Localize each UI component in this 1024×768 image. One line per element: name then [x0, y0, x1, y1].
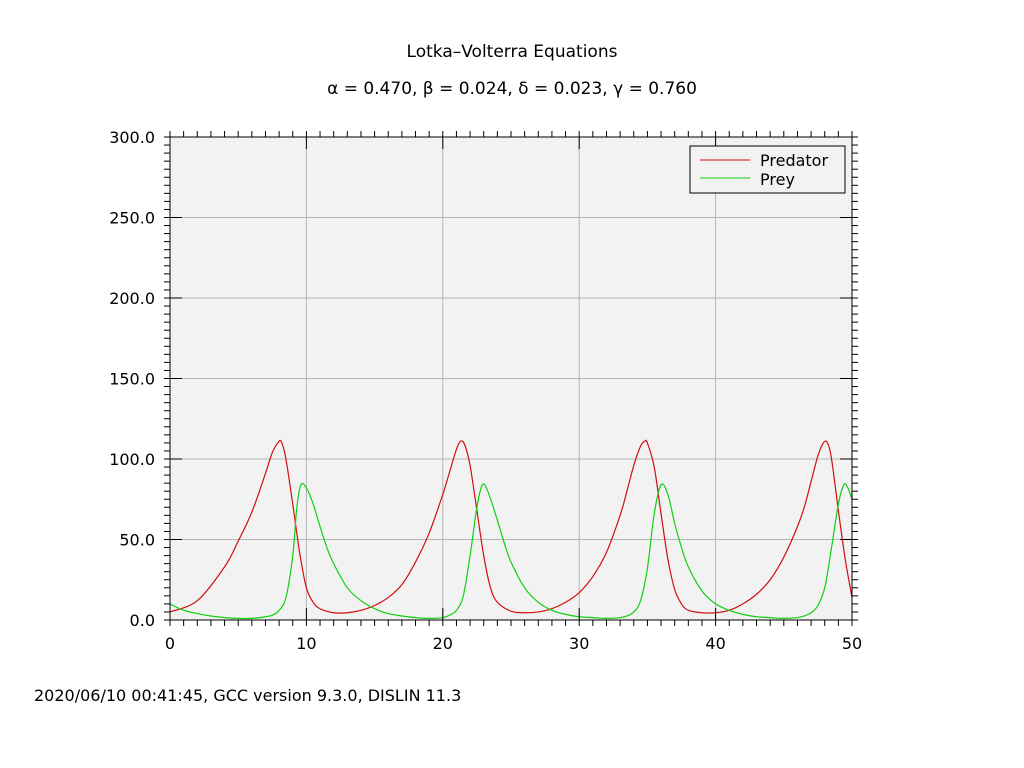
legend-label-prey: Prey — [760, 170, 795, 189]
legend-label-predator: Predator — [760, 151, 828, 170]
x-axis: 0 10 20 30 40 50 — [165, 137, 862, 653]
minor-ticks — [164, 131, 858, 626]
x-tick-label: 10 — [296, 634, 316, 653]
grid — [170, 137, 852, 620]
x-tick-label: 30 — [569, 634, 589, 653]
x-tick-label: 0 — [165, 634, 175, 653]
legend: Predator Prey — [689, 145, 846, 194]
series-layer — [169, 439, 853, 620]
chart-title: Lotka–Volterra Equations — [407, 42, 618, 62]
chart-subtitle: α = 0.470, β = 0.024, δ = 0.023, γ = 0.7… — [327, 79, 697, 99]
x-tick-label: 40 — [705, 634, 725, 653]
y-axis: 0.0 50.0 100.0 150.0 200.0 250.0 300.0 — [109, 128, 852, 630]
y-tick-label: 200.0 — [109, 289, 155, 308]
y-tick-label: 100.0 — [109, 450, 155, 469]
x-tick-label: 20 — [433, 634, 453, 653]
y-tick-label: 150.0 — [109, 370, 155, 389]
y-tick-label: 0.0 — [130, 611, 155, 630]
series-line-prey — [169, 482, 853, 620]
y-tick-label: 50.0 — [119, 531, 155, 550]
footer-text: 2020/06/10 00:41:45, GCC version 9.3.0, … — [34, 686, 461, 705]
legend-box — [689, 145, 846, 194]
y-tick-label: 300.0 — [109, 128, 155, 147]
series-line-predator — [169, 439, 853, 614]
y-tick-label: 250.0 — [109, 209, 155, 228]
x-tick-label: 50 — [842, 634, 862, 653]
